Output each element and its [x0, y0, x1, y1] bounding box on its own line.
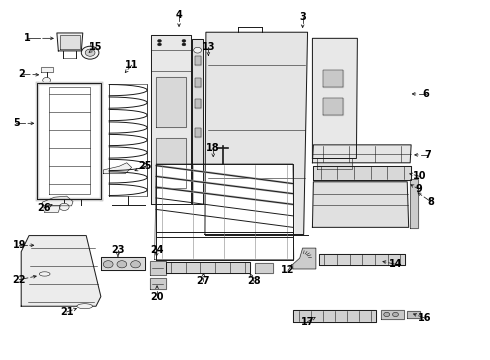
Polygon shape: [381, 310, 404, 319]
Text: 13: 13: [201, 42, 215, 52]
Text: 22: 22: [13, 275, 26, 285]
Polygon shape: [57, 33, 83, 51]
Polygon shape: [313, 182, 409, 227]
Text: 8: 8: [427, 197, 434, 207]
Polygon shape: [166, 262, 250, 273]
Polygon shape: [150, 261, 166, 275]
Text: 27: 27: [196, 276, 210, 286]
Text: 20: 20: [150, 292, 164, 302]
Polygon shape: [323, 98, 343, 116]
Circle shape: [182, 43, 186, 46]
Text: 18: 18: [206, 143, 220, 153]
Polygon shape: [37, 83, 101, 199]
Polygon shape: [293, 248, 316, 269]
Polygon shape: [195, 78, 201, 87]
Polygon shape: [103, 163, 132, 174]
Polygon shape: [101, 257, 145, 270]
Polygon shape: [41, 67, 53, 72]
Circle shape: [43, 77, 50, 83]
Text: 17: 17: [301, 317, 314, 327]
Circle shape: [103, 261, 113, 268]
Polygon shape: [60, 36, 80, 49]
Polygon shape: [42, 196, 73, 206]
Text: 23: 23: [111, 245, 125, 255]
Text: 19: 19: [13, 240, 26, 250]
Text: 9: 9: [415, 184, 422, 194]
Text: 2: 2: [18, 69, 24, 79]
Polygon shape: [195, 128, 201, 137]
Polygon shape: [156, 77, 186, 127]
Text: 1: 1: [24, 33, 31, 43]
Circle shape: [392, 312, 398, 317]
Polygon shape: [313, 145, 411, 163]
Polygon shape: [155, 164, 294, 260]
Text: 7: 7: [425, 150, 432, 160]
Polygon shape: [205, 32, 308, 234]
Polygon shape: [156, 138, 186, 188]
Circle shape: [131, 261, 141, 268]
Circle shape: [158, 43, 161, 46]
Text: 3: 3: [299, 12, 306, 22]
Circle shape: [158, 40, 161, 42]
Text: 24: 24: [150, 245, 164, 255]
Polygon shape: [195, 99, 201, 108]
Text: 16: 16: [418, 313, 432, 323]
Ellipse shape: [77, 304, 93, 309]
Text: 12: 12: [281, 265, 295, 275]
Text: 26: 26: [37, 203, 50, 213]
Text: 21: 21: [60, 307, 74, 317]
Text: 15: 15: [89, 42, 103, 52]
Ellipse shape: [39, 272, 50, 276]
Polygon shape: [21, 235, 101, 306]
Polygon shape: [150, 278, 166, 289]
Polygon shape: [45, 206, 60, 212]
Circle shape: [117, 261, 127, 268]
Polygon shape: [319, 253, 405, 265]
Circle shape: [59, 203, 69, 211]
Polygon shape: [151, 35, 191, 204]
Polygon shape: [314, 166, 411, 180]
Polygon shape: [410, 179, 418, 228]
Polygon shape: [195, 56, 201, 65]
Polygon shape: [109, 84, 147, 196]
Polygon shape: [318, 158, 351, 169]
Polygon shape: [255, 263, 273, 273]
Polygon shape: [313, 39, 357, 158]
Text: 4: 4: [175, 10, 182, 20]
Polygon shape: [323, 70, 343, 87]
Text: 10: 10: [413, 171, 427, 181]
Polygon shape: [192, 40, 203, 204]
Polygon shape: [407, 311, 420, 318]
Circle shape: [85, 49, 95, 56]
Text: 28: 28: [247, 276, 261, 286]
Circle shape: [182, 40, 186, 42]
Text: 25: 25: [138, 161, 151, 171]
Text: 11: 11: [125, 60, 138, 70]
Circle shape: [384, 312, 390, 317]
Circle shape: [194, 47, 201, 53]
Circle shape: [81, 46, 99, 59]
Text: 14: 14: [389, 259, 402, 269]
Polygon shape: [293, 310, 376, 321]
Text: 6: 6: [422, 89, 429, 99]
Text: 5: 5: [13, 118, 20, 128]
